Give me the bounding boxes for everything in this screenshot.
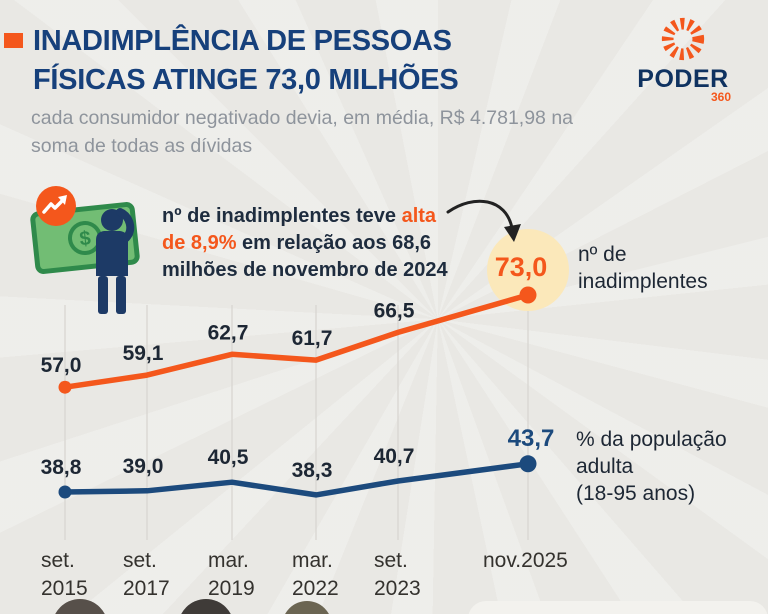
trend-badge-icon	[36, 186, 76, 226]
curved-arrow-icon	[446, 199, 521, 242]
legend-line: nº de	[578, 243, 627, 266]
x-tick-label: 2022	[292, 577, 339, 600]
x-tick-label: nov.2025	[483, 549, 568, 572]
value-label: 39,0	[123, 455, 164, 478]
value-label: 38,3	[292, 459, 333, 482]
value-label: 66,5	[374, 299, 415, 322]
logo-360: 360	[710, 90, 731, 104]
poder360-sun-icon	[661, 17, 705, 61]
chart-annotation: nº de inadimplentes teve alta de 8,9% em…	[162, 203, 462, 284]
legend-line: inadimplentes	[578, 270, 708, 293]
x-tick-label: 2019	[208, 577, 255, 600]
value-label: 73,0	[495, 252, 548, 282]
highlight-circle	[487, 229, 569, 311]
last-data-point-1	[519, 455, 537, 473]
value-label: 59,1	[123, 342, 164, 365]
x-tick-label: mar.	[208, 549, 249, 572]
page-title-line2: FÍSICAS ATINGE 73,0 MILHÕES	[33, 64, 459, 96]
legend-line: (18-95 anos)	[576, 482, 696, 505]
value-label: 57,0	[41, 354, 82, 377]
series-line-1	[62, 461, 531, 498]
first-data-point-0	[58, 380, 72, 394]
x-tick-label: 2015	[41, 577, 88, 600]
series-legend-populacao: % da população adulta (18-95 anos)	[576, 426, 727, 507]
series-legend-inadimplentes: nº de inadimplentes	[578, 241, 708, 295]
value-label: 62,7	[208, 321, 249, 344]
x-tick-label: mar.	[292, 549, 333, 572]
first-data-point-1	[58, 485, 72, 499]
value-label: 61,7	[292, 327, 333, 350]
cropped-avatar	[52, 599, 108, 614]
legend-line: % da população	[576, 428, 727, 451]
page-subtitle: cada consumidor negativado devia, em méd…	[31, 107, 574, 157]
cropped-avatar	[282, 601, 332, 614]
svg-text:$: $	[78, 227, 91, 250]
annotation-pre: nº de inadimplentes teve	[162, 205, 402, 227]
legend-line: adulta	[576, 455, 634, 478]
poder360-logo: PODER 360	[631, 12, 735, 104]
x-tick-label: set.	[374, 549, 408, 572]
cropped-avatar	[178, 599, 234, 614]
x-tick-label: set.	[41, 549, 75, 572]
series-line-0	[62, 292, 531, 390]
page-title: INADIMPLÊNCIA DE PESSOAS FÍSICAS ATINGE …	[33, 22, 459, 100]
person-icon	[96, 208, 135, 314]
x-tick-label: 2023	[374, 577, 421, 600]
logo-wordmark: PODER	[637, 65, 729, 93]
x-tick-label: set.	[123, 549, 157, 572]
x-tick-label: 2017	[123, 577, 170, 600]
value-label: 43,7	[508, 425, 555, 452]
page-title-line1: INADIMPLÊNCIA DE PESSOAS	[33, 25, 452, 57]
value-label: 40,5	[208, 446, 249, 469]
annotation-highlight: alta de 8,9%	[162, 205, 437, 254]
last-data-point-0	[519, 286, 537, 304]
value-label: 38,8	[41, 456, 82, 479]
cropped-card	[468, 601, 768, 614]
title-accent-marker	[4, 33, 23, 48]
annotation-post: em relação aos 68,6 milhões de novembro …	[162, 232, 448, 281]
value-label: 40,7	[374, 445, 415, 468]
